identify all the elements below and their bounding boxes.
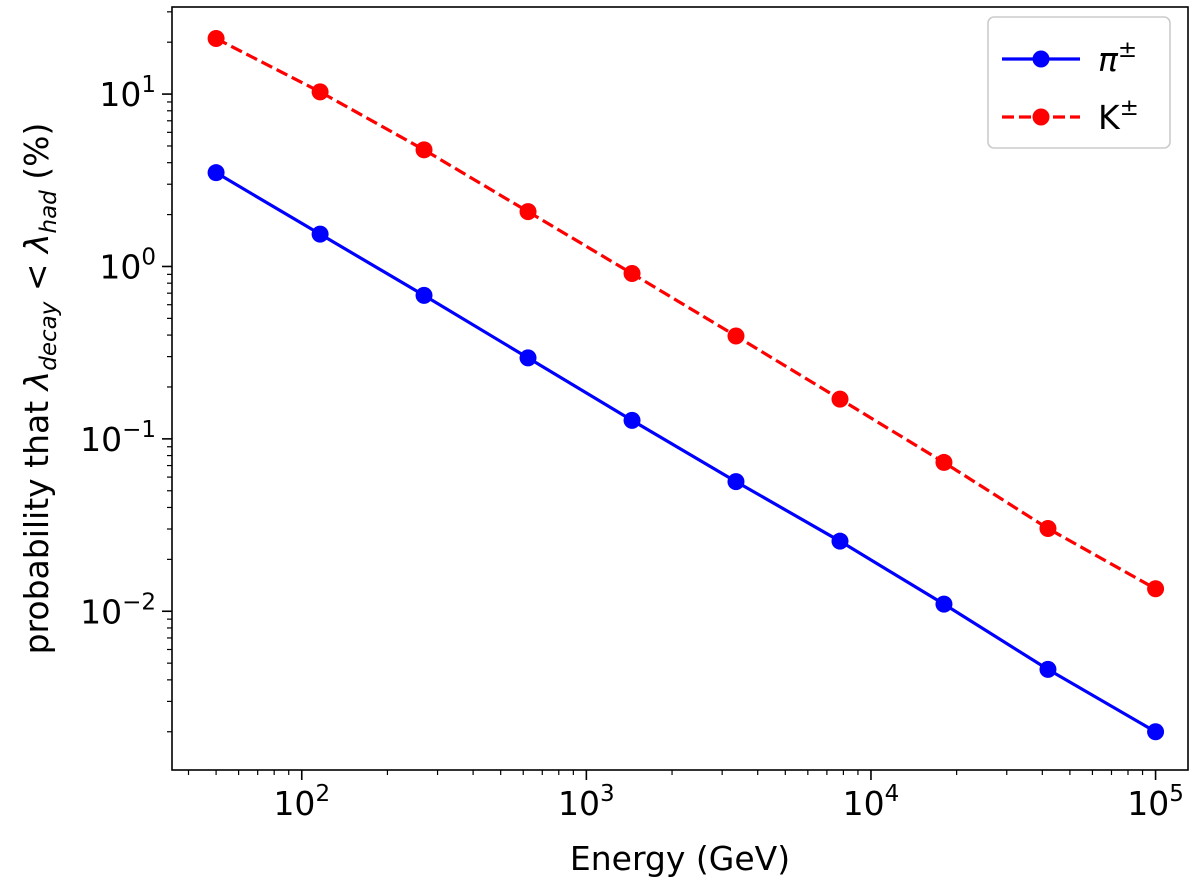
x-tick-label: 102 [273, 781, 330, 823]
chart-axes: 102 103 104 105 10−2 10−1 100 101 Energy (GeV) pr… [17, 6, 1189, 878]
legend-label-1: K± [1098, 95, 1139, 137]
data-point-s0-8 [1039, 660, 1057, 678]
data-point-s0-1 [311, 225, 329, 243]
data-point-s1-7 [935, 453, 953, 471]
data-point-s0-6 [831, 532, 849, 550]
x-tick-label: 105 [1127, 781, 1184, 823]
plot-frame [171, 6, 1189, 771]
data-point-s1-9 [1147, 580, 1165, 598]
data-point-s1-8 [1039, 520, 1057, 538]
chart-marks [207, 30, 1165, 741]
x-tick-label: 103 [558, 781, 615, 823]
data-point-s0-7 [935, 595, 953, 613]
y-tick-label: 101 [99, 72, 156, 114]
legend-marker-1 [1032, 108, 1050, 126]
data-point-s0-4 [623, 411, 641, 429]
legend-marker-0 [1032, 50, 1050, 68]
series-line-0 [215, 171, 1157, 734]
y-tick-label: 10−2 [80, 589, 156, 631]
y-tick-label: 100 [99, 244, 156, 286]
data-point-s1-5 [727, 327, 745, 345]
y-axis-title: probability that λdecay < λhad (%) [17, 123, 62, 655]
data-point-s0-3 [519, 349, 537, 367]
data-point-s1-1 [311, 83, 329, 101]
data-point-s1-6 [831, 390, 849, 408]
data-point-s1-3 [519, 203, 537, 221]
legend-label-0: π± [1098, 37, 1137, 79]
data-point-s0-2 [415, 286, 433, 304]
data-point-s1-2 [415, 141, 433, 159]
x-axis-title: Energy (GeV) [570, 839, 790, 878]
data-point-s1-0 [207, 30, 225, 48]
data-point-s0-9 [1147, 723, 1165, 741]
legend-box [987, 16, 1171, 149]
data-point-s0-0 [207, 164, 225, 182]
x-tick-label: 104 [843, 781, 900, 823]
data-point-s0-5 [727, 473, 745, 491]
y-tick-label: 10−1 [80, 417, 156, 459]
series-line-1 [215, 37, 1157, 591]
data-point-s1-4 [623, 265, 641, 283]
chart-legend: π± K± [987, 16, 1171, 149]
